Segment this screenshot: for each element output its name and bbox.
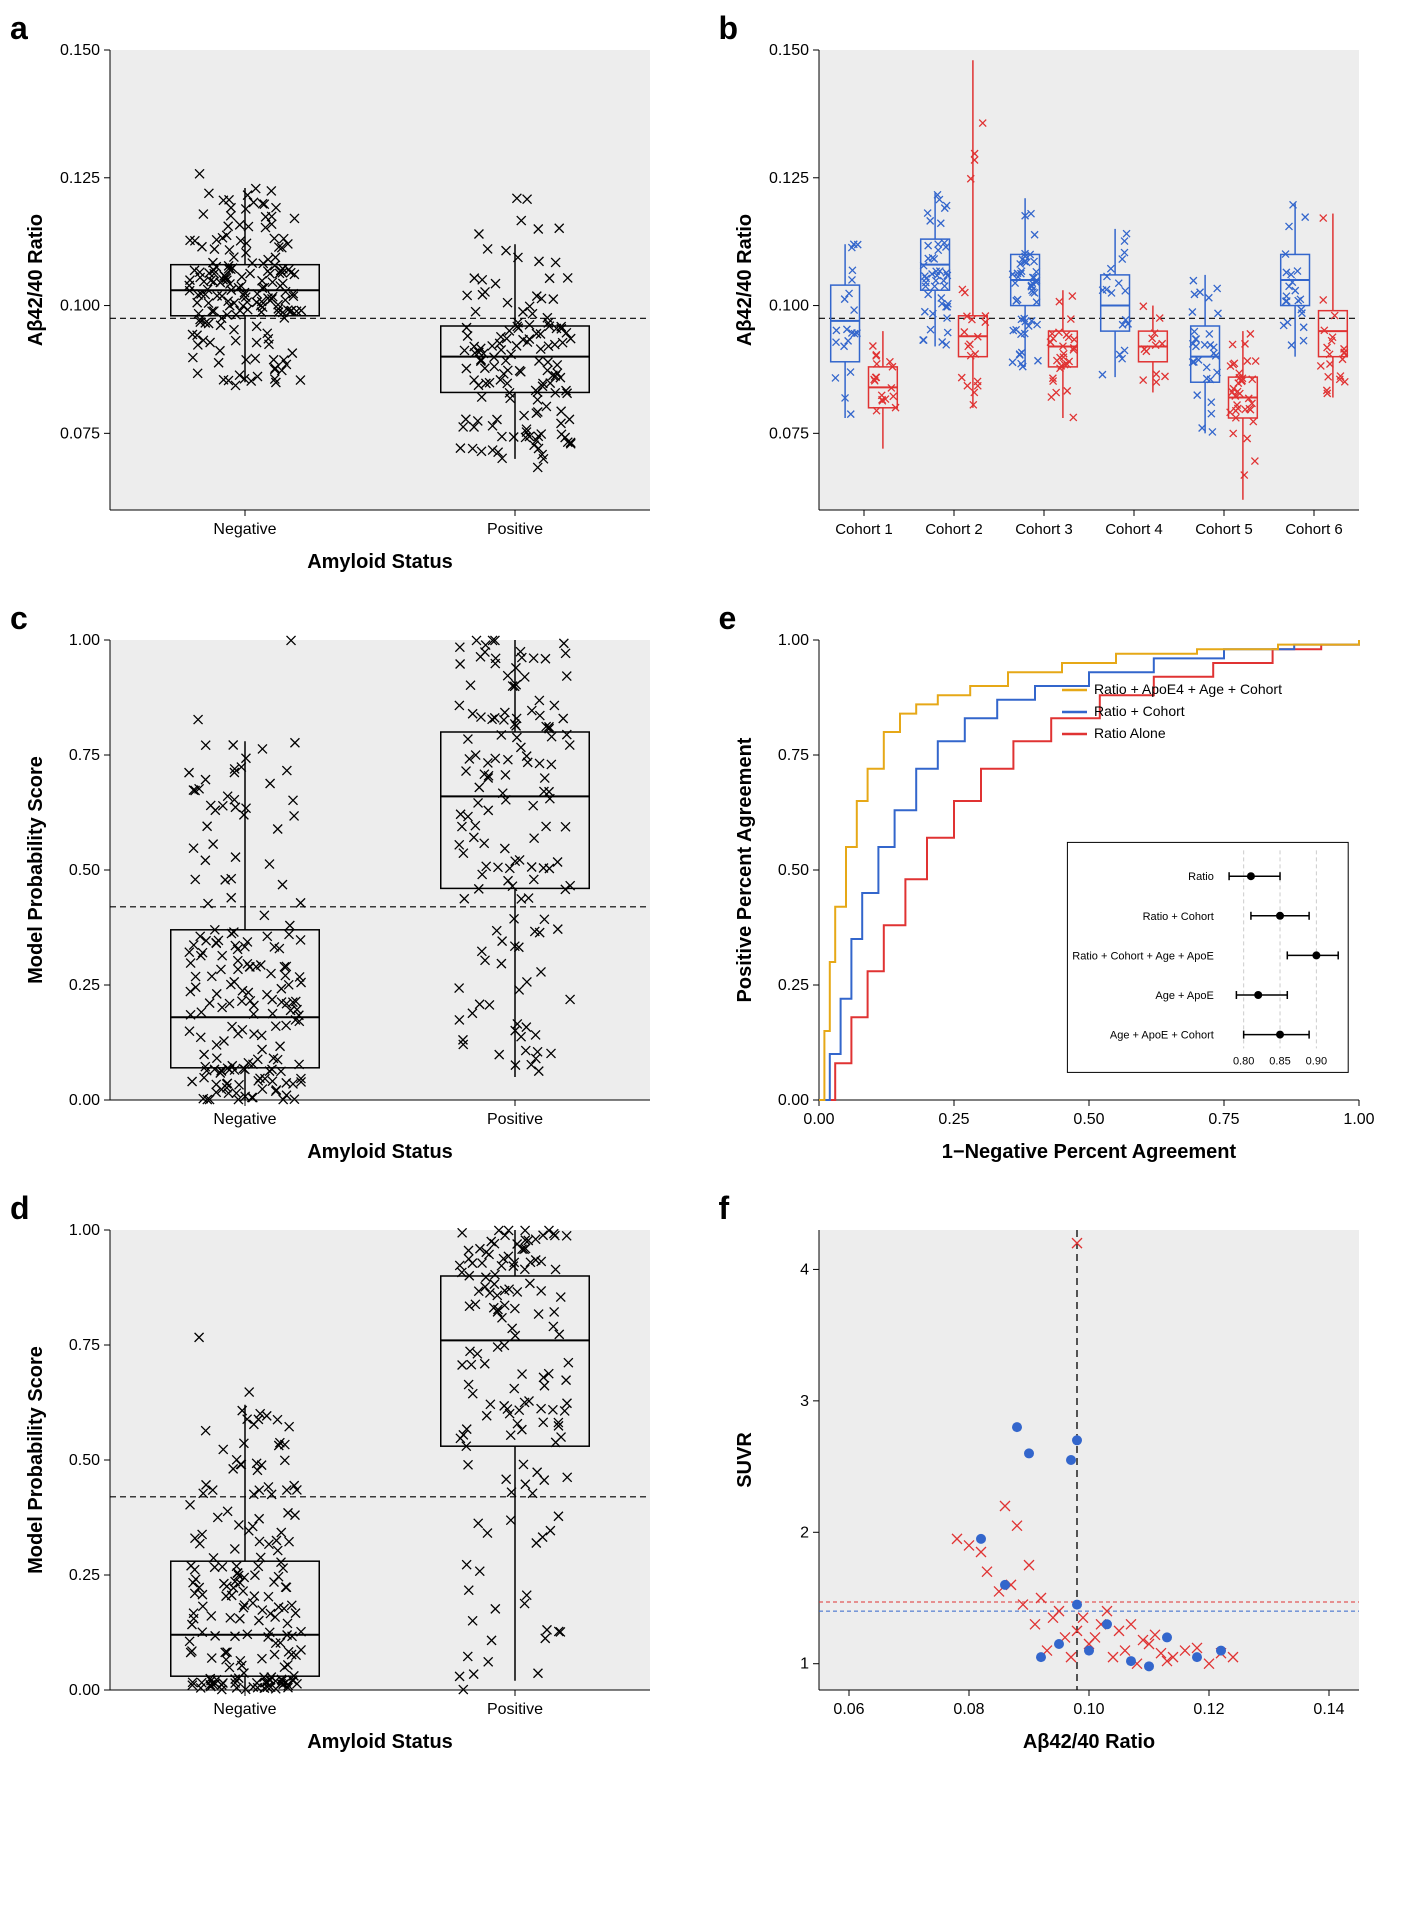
svg-text:0.125: 0.125 [60,170,100,187]
svg-text:Ratio + Cohort: Ratio + Cohort [1142,911,1213,923]
svg-text:Negative: Negative [213,1111,276,1128]
svg-text:Cohort 3: Cohort 3 [1015,521,1073,538]
panel-d: d 0.000.250.500.751.00NegativePositiveAm… [20,1200,689,1760]
chart-e: 0.00 0.25 0.50 0.75 1.00 0.00 0.25 0.50 0.75 1.00… [729,610,1379,1170]
svg-text:0.00: 0.00 [803,1111,834,1128]
svg-text:Aβ42/40 Ratio: Aβ42/40 Ratio [25,214,47,346]
svg-text:1.00: 1.00 [777,632,808,649]
svg-text:0.150: 0.150 [768,42,808,59]
svg-text:0.25: 0.25 [938,1111,969,1128]
svg-text:Ratio: Ratio [1188,871,1214,883]
svg-text:0.150: 0.150 [60,42,100,59]
svg-text:1.00: 1.00 [1343,1111,1374,1128]
svg-text:3: 3 [800,1393,809,1410]
svg-text:1.00: 1.00 [69,1222,100,1239]
svg-text:0.12: 0.12 [1193,1701,1224,1718]
panel-label-a: a [10,10,28,47]
svg-text:0.25: 0.25 [69,1567,100,1584]
svg-text:0.06: 0.06 [833,1701,864,1718]
svg-text:Ratio + ApoE4 + Age + Cohort: Ratio + ApoE4 + Age + Cohort [1094,681,1282,697]
svg-text:0.00: 0.00 [69,1092,100,1109]
svg-text:Ratio Alone: Ratio Alone [1094,725,1166,741]
svg-text:Age + ApoE: Age + ApoE [1155,990,1213,1002]
panel-label-e: e [719,600,737,637]
svg-text:Negative: Negative [213,1701,276,1718]
panel-label-b: b [719,10,739,47]
svg-text:4: 4 [800,1261,809,1278]
panel-e: e 0.000.250.500.751.000.000.250.500.751.… [729,610,1398,1170]
svg-text:0.90: 0.90 [1305,1055,1326,1067]
svg-text:Amyloid Status: Amyloid Status [307,1731,453,1753]
svg-text:0.125: 0.125 [768,170,808,187]
svg-text:1: 1 [800,1656,809,1673]
svg-text:Aβ42/40 Ratio: Aβ42/40 Ratio [1022,1731,1154,1753]
svg-text:0.08: 0.08 [953,1701,984,1718]
svg-text:Age + ApoE + Cohort: Age + ApoE + Cohort [1109,1030,1213,1042]
chart-d: 0.00 0.25 0.50 0.75 1.00 Negative Positive Amyl… [20,1200,670,1760]
svg-text:Positive Percent Agreement: Positive Percent Agreement [734,737,756,1002]
panel-label-d: d [10,1190,30,1227]
svg-text:0.50: 0.50 [1073,1111,1104,1128]
svg-text:0.50: 0.50 [69,862,100,879]
chart-f: 1 2 3 4 0.06 0.08 0.10 0.12 0.14 Aβ42/40 Ratio SUV… [729,1200,1379,1760]
svg-text:Aβ42/40 Ratio: Aβ42/40 Ratio [734,214,756,346]
svg-text:0.25: 0.25 [69,977,100,994]
svg-text:Positive: Positive [487,1111,543,1128]
panel-a: a 0.0750.1000.1250.150NegativePositiveAm… [20,20,689,580]
svg-text:0.75: 0.75 [69,747,100,764]
svg-text:Cohort 1: Cohort 1 [835,521,893,538]
svg-text:Cohort 5: Cohort 5 [1195,521,1253,538]
chart-c: 0.00 0.25 0.50 0.75 1.00 Negative Positive Amyl… [20,610,670,1170]
svg-text:0.85: 0.85 [1269,1055,1290,1067]
svg-text:Amyloid Status: Amyloid Status [307,551,453,573]
svg-text:Model Probability Score: Model Probability Score [25,1346,47,1574]
svg-text:0.75: 0.75 [69,1337,100,1354]
svg-text:0.50: 0.50 [777,862,808,879]
figure-grid: a 0.0750.1000.1250.150NegativePositiveAm… [20,20,1397,1760]
panel-f: f 12340.060.080.100.120.14Aβ42/40 RatioS… [729,1200,1398,1760]
svg-text:0.75: 0.75 [777,747,808,764]
svg-text:Positive: Positive [487,1701,543,1718]
svg-text:Amyloid Status: Amyloid Status [307,1141,453,1163]
panel-c: c 0.000.250.500.751.00NegativePositiveAm… [20,610,689,1170]
panel-label-f: f [719,1190,730,1227]
chart-a: 0.075 0.100 0.125 0.150 Negative Positive Amyl… [20,20,670,580]
svg-text:0.00: 0.00 [777,1092,808,1109]
svg-text:0.075: 0.075 [60,425,100,442]
svg-text:1−Negative Percent Agreement: 1−Negative Percent Agreement [941,1141,1236,1163]
svg-text:Positive: Positive [487,521,543,538]
svg-text:0.100: 0.100 [768,298,808,315]
svg-text:0.14: 0.14 [1313,1701,1344,1718]
svg-text:0.100: 0.100 [60,298,100,315]
panel-b: b 0.0750.1000.1250.150Cohort 1Cohort 2Co… [729,20,1398,580]
svg-text:2: 2 [800,1524,809,1541]
svg-text:Model Probability Score: Model Probability Score [25,756,47,984]
svg-text:0.75: 0.75 [1208,1111,1239,1128]
svg-text:Negative: Negative [213,521,276,538]
svg-text:0.80: 0.80 [1232,1055,1253,1067]
svg-text:1.00: 1.00 [69,632,100,649]
svg-text:0.10: 0.10 [1073,1701,1104,1718]
svg-text:0.075: 0.075 [768,425,808,442]
svg-text:0.00: 0.00 [69,1682,100,1699]
chart-b: 0.075 0.100 0.125 0.150 Cohort 1 Cohort 2 Coho… [729,20,1379,580]
svg-text:Cohort 4: Cohort 4 [1105,521,1163,538]
svg-text:Ratio + Cohort + Age + ApoE: Ratio + Cohort + Age + ApoE [1072,950,1214,962]
svg-text:Cohort 6: Cohort 6 [1285,521,1343,538]
svg-text:Ratio + Cohort: Ratio + Cohort [1094,703,1185,719]
svg-text:SUVR: SUVR [734,1432,756,1488]
panel-label-c: c [10,600,28,637]
svg-text:Cohort 2: Cohort 2 [925,521,983,538]
svg-text:0.50: 0.50 [69,1452,100,1469]
svg-text:0.25: 0.25 [777,977,808,994]
